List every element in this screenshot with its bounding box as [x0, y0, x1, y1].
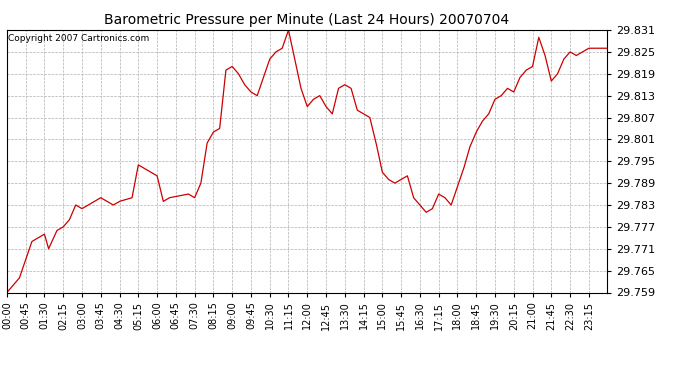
Title: Barometric Pressure per Minute (Last 24 Hours) 20070704: Barometric Pressure per Minute (Last 24 …	[104, 13, 510, 27]
Text: Copyright 2007 Cartronics.com: Copyright 2007 Cartronics.com	[8, 34, 149, 43]
